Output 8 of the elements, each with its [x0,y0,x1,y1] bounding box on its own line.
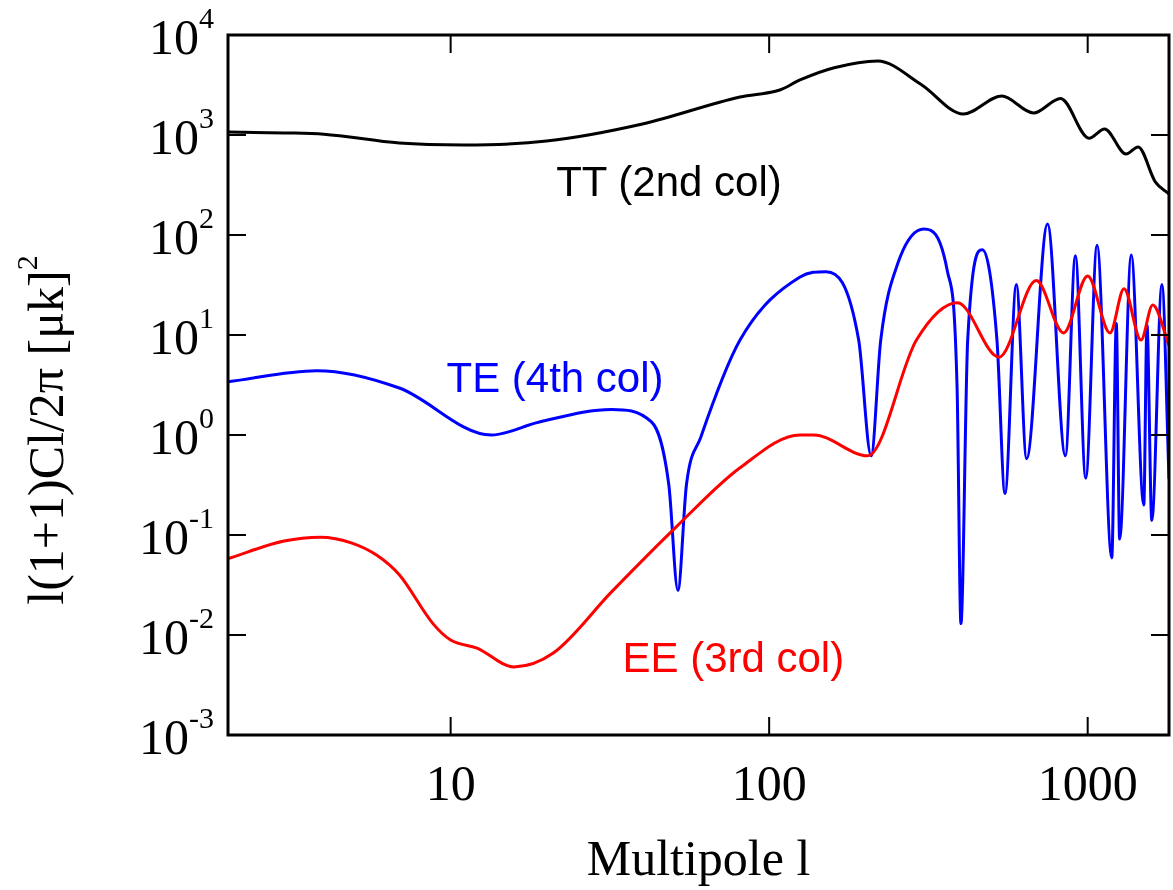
x-tick-label: 10 [425,755,476,812]
series-label: TE (4th col) [446,354,664,402]
x-tick-label: 1000 [1037,755,1138,812]
x-tick-label: 100 [731,755,807,812]
series-label: TT (2nd col) [556,158,782,206]
series-label: EE (3rd col) [622,633,845,681]
y-axis-title: l(1+1)Cl/2π [μk]2 [9,255,75,605]
x-axis-title: Multipole l [586,830,811,887]
